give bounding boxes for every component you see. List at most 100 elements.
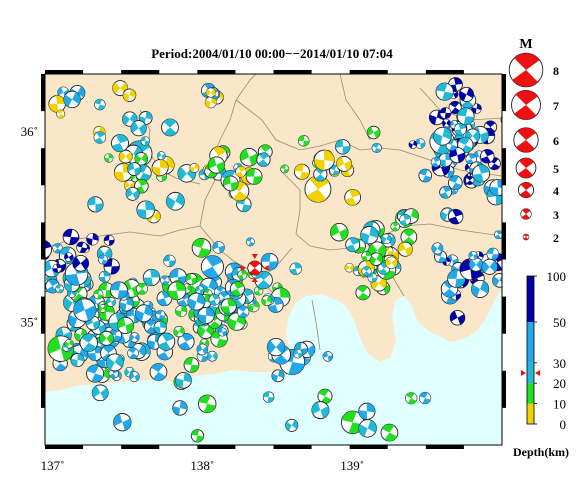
earthquake-mechanism: [441, 118, 451, 128]
depth-scale-tick-label: 50: [553, 315, 566, 330]
earthquake-mechanism: [494, 230, 502, 240]
earthquake-mechanism: [405, 392, 418, 405]
earthquake-mechanism: [79, 333, 98, 352]
earthquake-mechanism: [500, 115, 502, 124]
earthquake-mechanism: [293, 348, 303, 359]
period-title: Period:2004/01/10 00:00−−2014/01/10 07:0…: [151, 46, 393, 61]
earthquake-mechanism: [208, 293, 221, 306]
depth-scale-tick-label: 20: [553, 376, 566, 391]
earthquake-mechanisms: [20, 77, 502, 443]
earthquake-mechanism: [98, 304, 107, 313]
earthquake-mechanism: [187, 292, 206, 311]
earthquake-mechanism: [355, 285, 371, 301]
earthquake-mechanism: [344, 189, 362, 206]
earthquake-mechanism: [64, 252, 74, 262]
earthquake-mechanism: [205, 87, 216, 98]
earthquake-mechanism: [76, 241, 88, 254]
earthquake-mechanism: [366, 125, 381, 140]
focus-marker-arrow: [240, 265, 246, 272]
earthquake-mechanism: [136, 200, 156, 220]
earthquake-mechanism: [345, 237, 361, 253]
earthquake-mechanism: [87, 345, 104, 362]
depth-scale-frame: [526, 275, 535, 425]
earthquake-mechanism: [358, 402, 376, 420]
earthquake-mechanism: [237, 269, 248, 280]
magnitude-legend-label: 4: [553, 184, 559, 198]
latitude-label: 35˚: [21, 314, 38, 329]
earthquake-mechanism: [20, 328, 35, 343]
depth-scale-tick-label: 100: [547, 269, 567, 284]
earthquake-mechanism: [118, 149, 133, 164]
earthquake-mechanism: [465, 175, 475, 186]
earthquake-mechanism: [217, 327, 228, 337]
earthquake-mechanism: [431, 242, 444, 255]
earthquake-mechanism: [140, 136, 150, 146]
earthquake-mechanism: [330, 223, 349, 242]
earthquake-mechanism: [418, 391, 432, 405]
earthquake-mechanism: [105, 353, 124, 372]
earthquake-mechanism: [471, 279, 490, 299]
earthquake-mechanism: [177, 333, 195, 351]
earthquake-mechanism: [56, 109, 66, 119]
earthquake-mechanism: [185, 273, 198, 285]
earthquake-mechanism: [87, 196, 104, 213]
earthquake-mechanism: [313, 167, 328, 182]
earthquake-mechanism: [127, 162, 142, 177]
map-panel: [20, 70, 506, 449]
earthquake-mechanism: [104, 153, 114, 163]
earthquake-mechanism: [204, 96, 217, 109]
earthquake-mechanism: [64, 339, 74, 349]
earthquake-mechanism: [492, 273, 502, 288]
earthquake-mechanism: [20, 95, 37, 112]
earthquake-mechanism: [245, 237, 255, 247]
earthquake-mechanism: [157, 332, 176, 351]
earthquake-mechanism: [468, 251, 478, 261]
depth-marker-right: [535, 370, 540, 376]
depth-scale-band: [527, 362, 534, 384]
earthquake-mechanism: [472, 164, 491, 183]
longitude-label: 138˚: [190, 458, 214, 473]
earthquake-mechanism: [261, 295, 273, 307]
earthquake-mechanism: [439, 107, 452, 119]
earthquake-mechanism: [456, 107, 475, 126]
earthquake-mechanism: [130, 120, 147, 137]
earthquake-mechanism: [156, 151, 166, 161]
earthquake-mechanism: [220, 298, 237, 315]
earthquake-mechanism: [110, 281, 128, 300]
earthquake-mechanism: [212, 241, 225, 254]
longitude-labels: 137˚ 138˚ 139˚: [41, 458, 365, 473]
magnitude-legend-symbol: [508, 52, 544, 88]
earthquake-mechanism: [454, 123, 467, 136]
earthquake-mechanism: [98, 270, 111, 283]
magnitude-legend-symbol: [513, 127, 539, 153]
earthquake-mechanism: [358, 419, 377, 438]
earthquake-mechanism: [106, 297, 116, 307]
earthquake-mechanism: [175, 305, 188, 318]
magnitude-legend-symbol: [511, 90, 541, 120]
magnitude-legend-label: 6: [553, 134, 559, 148]
earthquake-mechanism: [127, 347, 139, 360]
earthquake-mechanism: [260, 252, 279, 271]
earthquake-mechanism: [134, 151, 149, 166]
earthquake-mechanism: [118, 296, 134, 312]
earthquake-mechanism: [190, 429, 205, 443]
focus-event[interactable]: [240, 254, 269, 283]
depth-scale-band: [527, 322, 534, 363]
focus-marker-arrow: [263, 265, 269, 272]
earthquake-mechanism: [206, 350, 218, 362]
earthquake-mechanism: [160, 275, 170, 285]
earthquake-mechanism: [489, 179, 502, 197]
depth-marker-left: [521, 370, 526, 376]
earthquake-mechanism: [62, 228, 80, 246]
earthquake-mechanism: [371, 142, 382, 153]
earthquake-mechanism: [390, 221, 400, 232]
earthquake-mechanism: [266, 338, 286, 357]
earthquake-mechanism: [176, 292, 191, 307]
magnitude-legend-symbol: [515, 157, 537, 179]
earthquake-mechanism: [280, 164, 290, 174]
earthquake-mechanism: [369, 252, 384, 266]
earthquake-mechanism: [48, 95, 66, 113]
earthquake-mechanism: [435, 82, 454, 101]
earthquake-mechanism: [399, 214, 411, 226]
depth-scale-tick-label: 30: [553, 356, 566, 371]
